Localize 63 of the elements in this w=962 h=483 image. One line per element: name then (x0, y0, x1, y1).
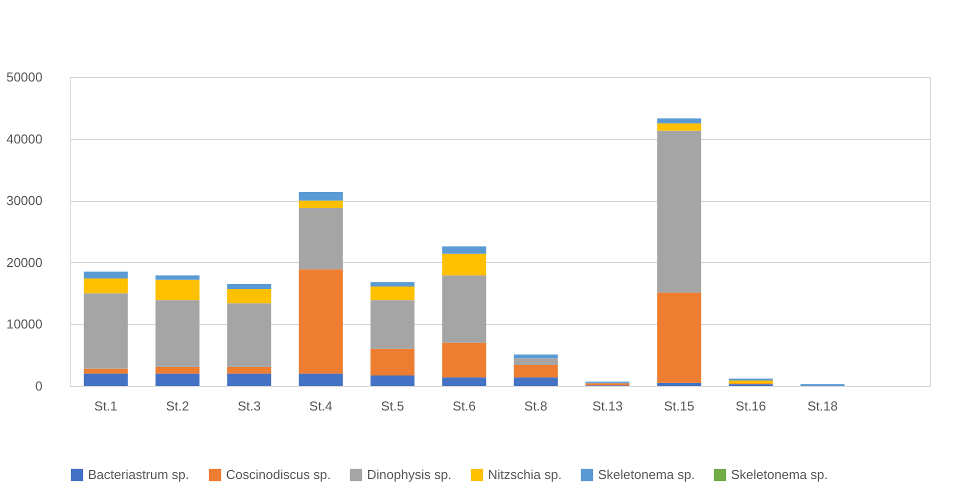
bar (370, 282, 414, 286)
bar (156, 280, 200, 300)
legend-label: Nitzschia sp. (488, 467, 562, 482)
bar (442, 377, 486, 386)
bar (84, 293, 128, 369)
bar (84, 272, 128, 278)
bar (442, 275, 486, 343)
y-tick-label: 20000 (6, 254, 42, 270)
x-tick-label: St.15 (664, 398, 694, 414)
x-tick-label: St.8 (524, 398, 548, 414)
bar (442, 254, 486, 276)
legend-label: Coscinodiscus sp. (226, 467, 331, 482)
x-tick-label: St.1 (94, 398, 118, 414)
bar (227, 284, 272, 289)
x-tick-label: St.4 (309, 398, 332, 414)
bar (442, 342, 486, 378)
bar (298, 192, 343, 201)
legend-label: Dinophysis sp. (367, 467, 452, 482)
bar (156, 366, 200, 374)
x-tick-label: St.5 (380, 398, 404, 414)
x-tick-label: St.16 (736, 398, 766, 414)
bar (227, 366, 272, 374)
bar (298, 200, 343, 208)
x-tick-label: St.3 (238, 398, 261, 414)
y-tick-label: 0 (35, 378, 42, 394)
bar (227, 374, 272, 386)
legend-label: Bacteriastrum sp. (88, 467, 190, 482)
bar (84, 278, 128, 294)
bar (514, 354, 558, 358)
y-tick-label: 30000 (6, 193, 42, 208)
bar (370, 348, 414, 376)
bar (156, 300, 200, 367)
bar (298, 374, 343, 386)
y-tick-label: 50000 (6, 70, 42, 84)
bar (227, 288, 272, 304)
bar (84, 368, 128, 374)
x-tick-label: St.2 (166, 398, 190, 414)
bar (514, 377, 558, 386)
bar (657, 123, 702, 131)
bar (514, 358, 558, 365)
x-tick-label: St.18 (807, 398, 838, 414)
bar (156, 374, 200, 386)
bar (657, 118, 702, 124)
bar (514, 364, 558, 378)
bar (657, 292, 702, 383)
bar (370, 300, 414, 349)
bar (657, 382, 702, 386)
x-tick-label: St.6 (452, 398, 476, 414)
bar (728, 380, 773, 384)
bar (84, 374, 128, 386)
bar (298, 208, 343, 270)
bar (227, 303, 272, 367)
bar (370, 375, 414, 386)
bar (370, 286, 414, 300)
y-tick-label: 10000 (6, 316, 42, 332)
bar (298, 269, 343, 374)
x-tick-label: St.13 (592, 398, 623, 414)
bar (657, 130, 702, 293)
legend-label: Skeletonema sp. (598, 467, 695, 482)
bar (156, 275, 200, 280)
y-tick-label: 40000 (6, 131, 42, 146)
bar (442, 246, 486, 254)
legend-label: Skeletonema sp. (731, 467, 828, 482)
